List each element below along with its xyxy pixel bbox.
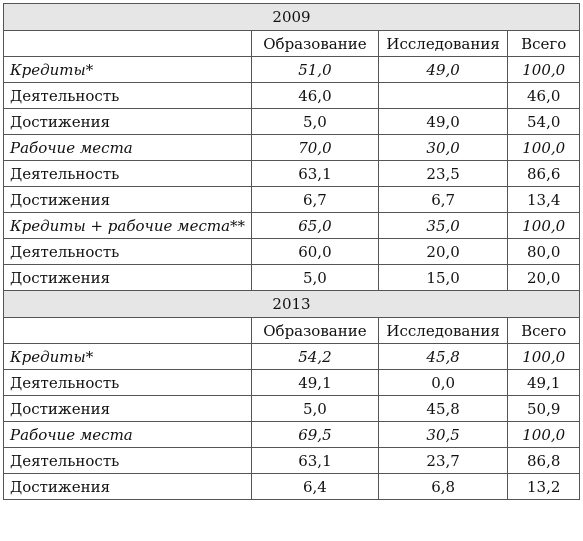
total-value: 13,4 xyxy=(507,186,580,213)
table-row: Достижения 5,0 45,8 50,9 xyxy=(2,395,580,422)
header-research: Исследования xyxy=(377,30,509,57)
education-value: 5,0 xyxy=(251,395,379,422)
total-value: 86,6 xyxy=(507,160,580,187)
column-header-row: Образование Исследования Всего xyxy=(2,317,580,344)
row-label: Кредиты + рабочие места** xyxy=(2,212,253,239)
total-value: 100,0 xyxy=(507,134,580,161)
row-label: Деятельность xyxy=(2,447,253,474)
data-table: 2009 Образование Исследования Всего Кредиты*… xyxy=(2,3,580,500)
total-value: 13,2 xyxy=(507,473,580,500)
table-row: Рабочие места 69,5 30,5 100,0 xyxy=(2,421,580,448)
row-label: Кредиты* xyxy=(2,56,253,83)
research-value xyxy=(377,82,509,109)
education-value: 54,2 xyxy=(251,343,379,370)
research-value: 15,0 xyxy=(377,264,509,291)
total-value: 20,0 xyxy=(507,264,580,291)
total-value: 100,0 xyxy=(507,343,580,370)
total-value: 86,8 xyxy=(507,447,580,474)
research-value: 6,7 xyxy=(377,186,509,213)
education-value: 60,0 xyxy=(251,238,379,265)
row-label: Достижения xyxy=(2,186,253,213)
table-row: Деятельность 60,0 20,0 80,0 xyxy=(2,238,580,265)
row-label: Достижения xyxy=(2,395,253,422)
table-row: Достижения 5,0 15,0 20,0 xyxy=(2,264,580,291)
table-row: Деятельность 63,1 23,7 86,8 xyxy=(2,447,580,474)
total-value: 50,9 xyxy=(507,395,580,422)
research-value: 30,0 xyxy=(377,134,509,161)
research-value: 45,8 xyxy=(377,395,509,422)
year-row: 2013 xyxy=(3,290,580,318)
total-value: 100,0 xyxy=(507,212,580,239)
header-blank xyxy=(2,30,253,57)
row-label: Деятельность xyxy=(2,160,253,187)
education-value: 65,0 xyxy=(251,212,379,239)
education-value: 46,0 xyxy=(251,82,379,109)
row-label: Достижения xyxy=(2,264,253,291)
research-value: 49,0 xyxy=(377,108,509,135)
row-label: Деятельность xyxy=(2,238,253,265)
table-row: Рабочие места 70,0 30,0 100,0 xyxy=(2,134,580,161)
year-label: 2009 xyxy=(3,3,580,31)
research-value: 0,0 xyxy=(377,369,509,396)
total-value: 46,0 xyxy=(507,82,580,109)
column-header-row: Образование Исследования Всего xyxy=(2,30,580,57)
table-row: Деятельность 46,0 46,0 xyxy=(2,82,580,109)
research-value: 20,0 xyxy=(377,238,509,265)
table-body: 2009 Образование Исследования Всего Кредиты*… xyxy=(2,3,580,500)
year-row: 2009 xyxy=(3,3,580,31)
header-blank xyxy=(2,317,253,344)
table-row: Кредиты* 51,0 49,0 100,0 xyxy=(2,56,580,83)
header-education: Образование xyxy=(251,30,379,57)
research-value: 49,0 xyxy=(377,56,509,83)
table-row: Кредиты* 54,2 45,8 100,0 xyxy=(2,343,580,370)
header-research: Исследования xyxy=(377,317,509,344)
row-label: Рабочие места xyxy=(2,134,253,161)
education-value: 70,0 xyxy=(251,134,379,161)
total-value: 49,1 xyxy=(507,369,580,396)
header-education: Образование xyxy=(251,317,379,344)
research-value: 6,8 xyxy=(377,473,509,500)
research-value: 30,5 xyxy=(377,421,509,448)
education-value: 69,5 xyxy=(251,421,379,448)
research-value: 45,8 xyxy=(377,343,509,370)
row-label: Деятельность xyxy=(2,82,253,109)
education-value: 63,1 xyxy=(251,447,379,474)
research-value: 23,7 xyxy=(377,447,509,474)
education-value: 6,7 xyxy=(251,186,379,213)
education-value: 5,0 xyxy=(251,108,379,135)
header-total: Всего xyxy=(507,317,580,344)
total-value: 54,0 xyxy=(507,108,580,135)
education-value: 49,1 xyxy=(251,369,379,396)
table-row: Деятельность 49,1 0,0 49,1 xyxy=(2,369,580,396)
research-value: 35,0 xyxy=(377,212,509,239)
total-value: 100,0 xyxy=(507,56,580,83)
table-row: Кредиты + рабочие места** 65,0 35,0 100,0 xyxy=(2,212,580,239)
year-label: 2013 xyxy=(3,290,580,318)
education-value: 6,4 xyxy=(251,473,379,500)
row-label: Достижения xyxy=(2,108,253,135)
row-label: Рабочие места xyxy=(2,421,253,448)
header-total: Всего xyxy=(507,30,580,57)
row-label: Деятельность xyxy=(2,369,253,396)
total-value: 80,0 xyxy=(507,238,580,265)
row-label: Кредиты* xyxy=(2,343,253,370)
education-value: 63,1 xyxy=(251,160,379,187)
table-row: Достижения 6,7 6,7 13,4 xyxy=(2,186,580,213)
row-label: Достижения xyxy=(2,473,253,500)
table-row: Достижения 6,4 6,8 13,2 xyxy=(2,473,580,500)
total-value: 100,0 xyxy=(507,421,580,448)
table-row: Достижения 5,0 49,0 54,0 xyxy=(2,108,580,135)
education-value: 51,0 xyxy=(251,56,379,83)
research-value: 23,5 xyxy=(377,160,509,187)
education-value: 5,0 xyxy=(251,264,379,291)
table-row: Деятельность 63,1 23,5 86,6 xyxy=(2,160,580,187)
